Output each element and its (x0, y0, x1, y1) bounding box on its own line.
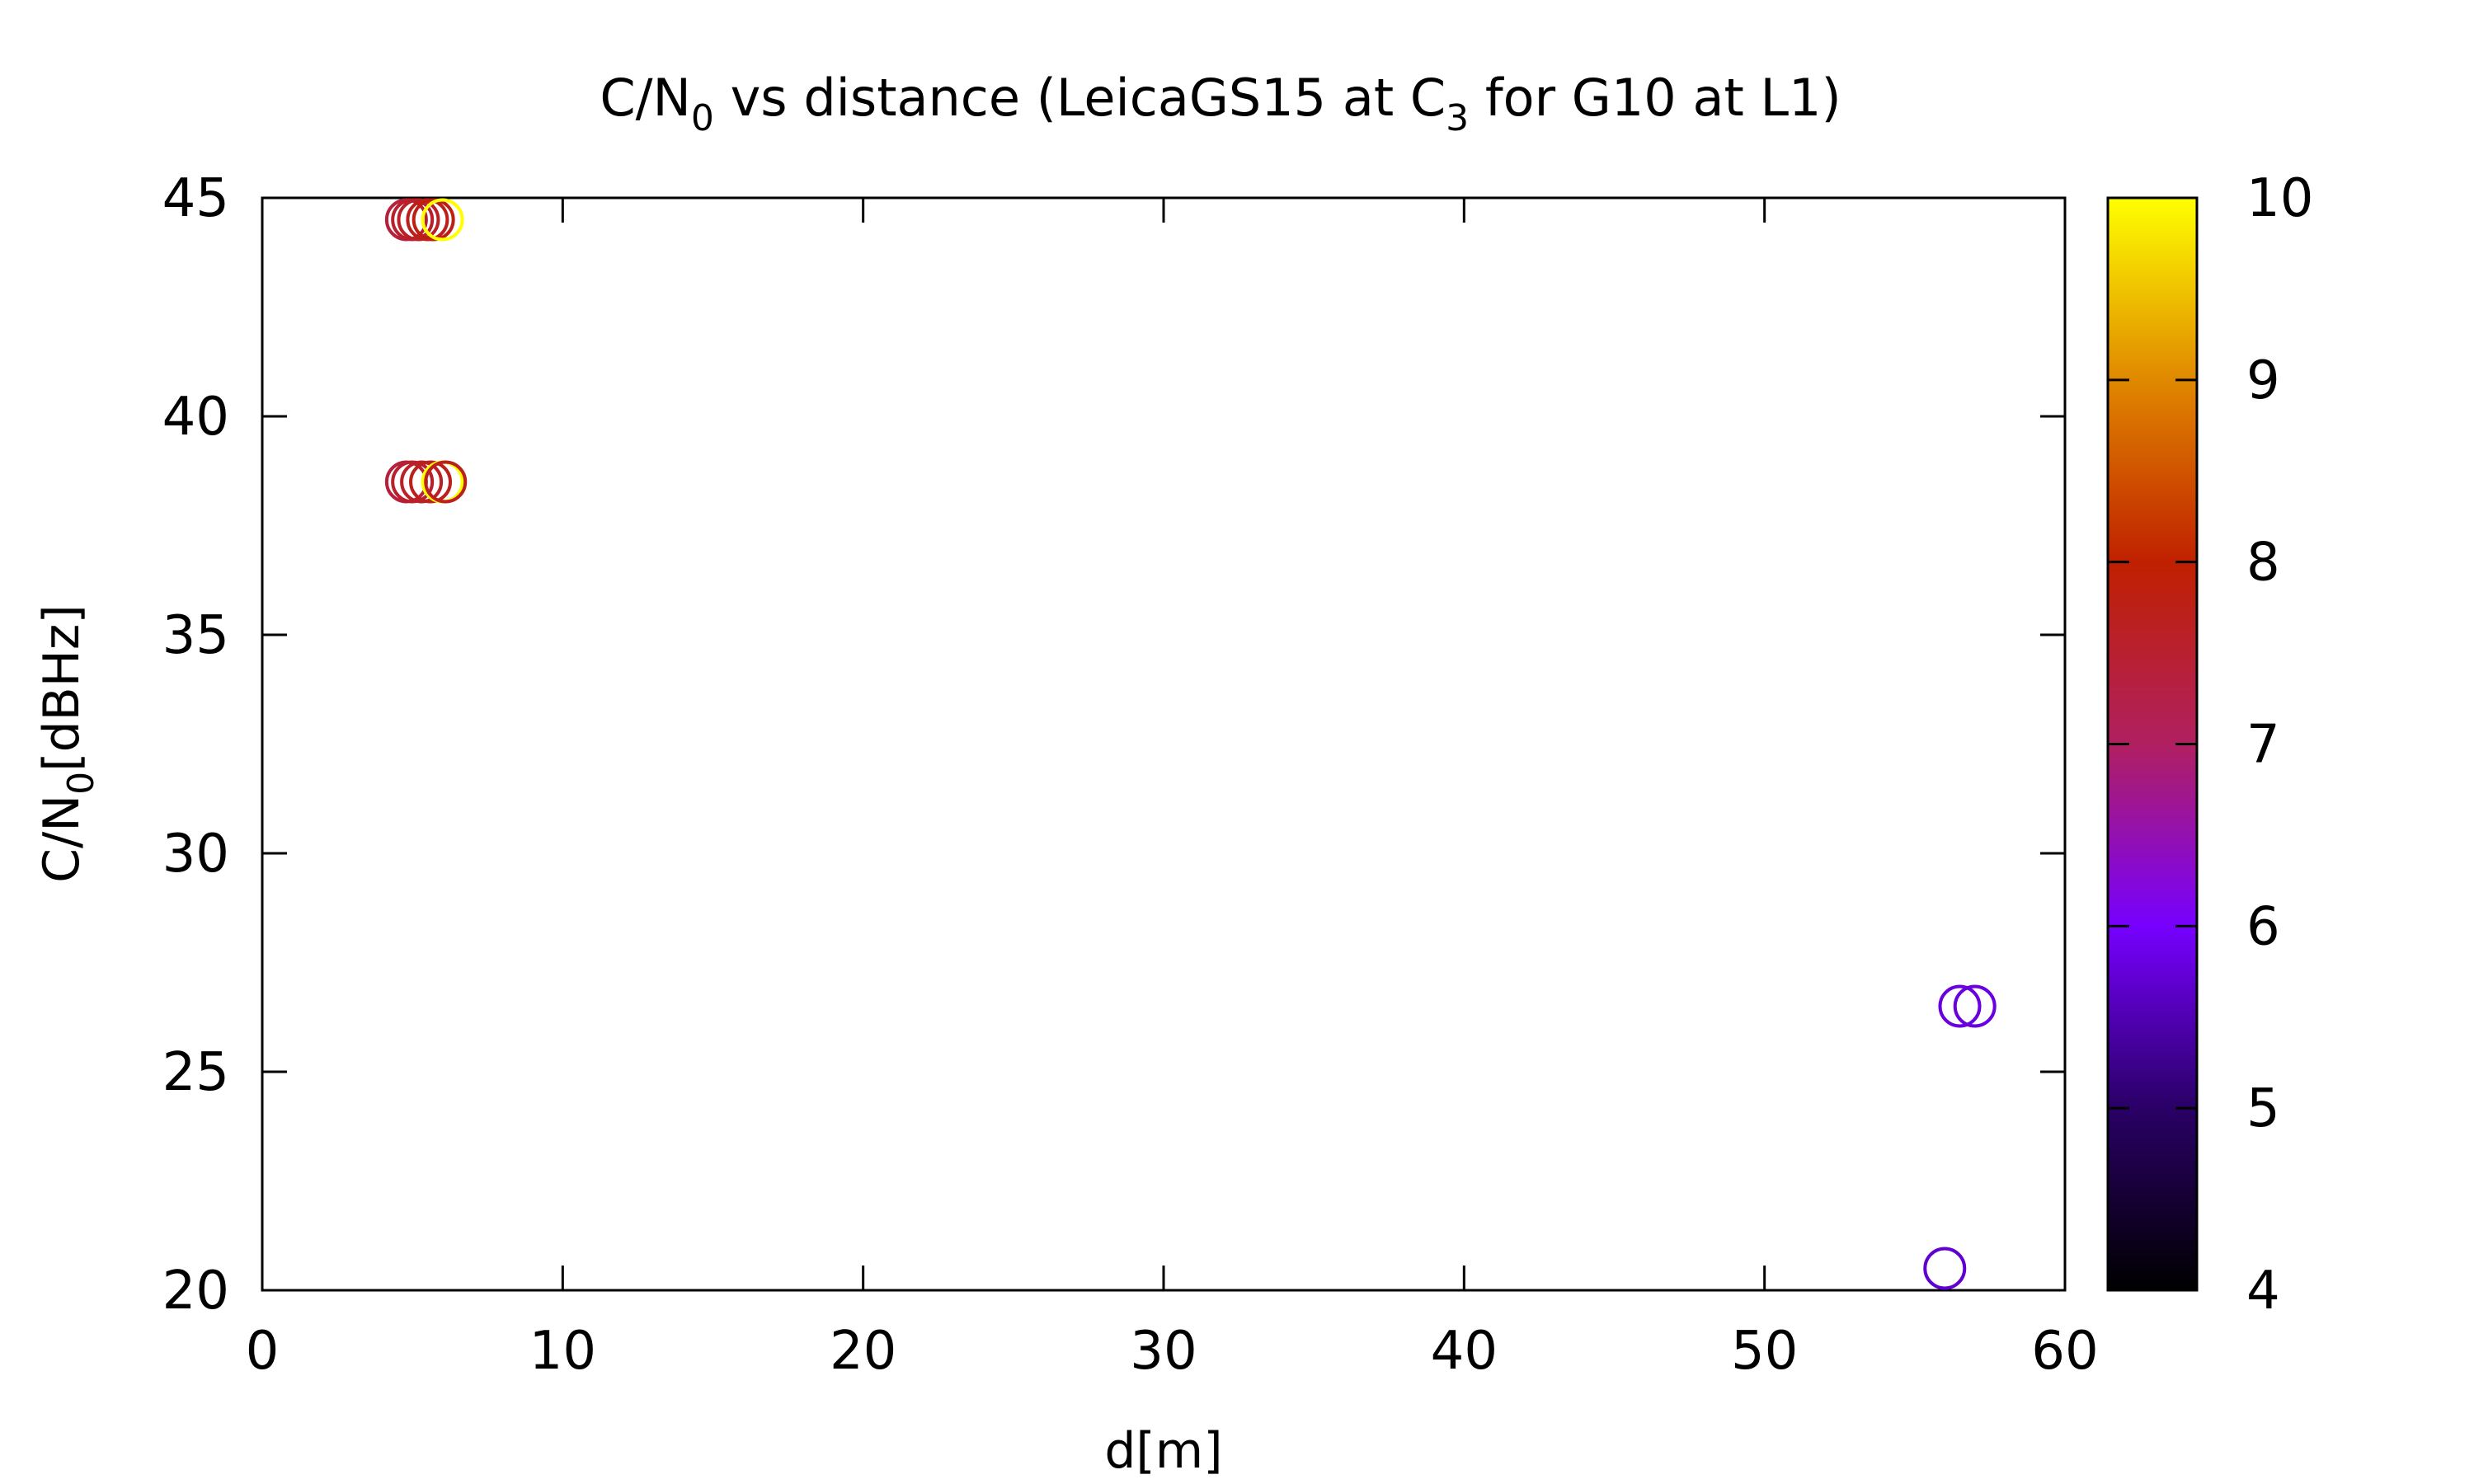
y-label-subscript: 0 (60, 772, 102, 795)
data-point (1938, 984, 1982, 1028)
x-tick-label: 10 (529, 1321, 596, 1382)
colorbar-tick-label: 10 (2246, 168, 2313, 229)
title-part: vs distance (LeicaGS15 at C (714, 68, 1446, 128)
x-tick-label: 0 (246, 1321, 280, 1382)
colorbar-tick-label: 9 (2246, 350, 2280, 411)
y-tick-label: 25 (162, 1042, 229, 1103)
y-tick-label: 35 (162, 605, 229, 666)
data-point (397, 198, 440, 242)
data-point (409, 460, 453, 504)
chart-title: C/N0 vs distance (LeicaGS15 at C3 for G1… (600, 68, 1841, 139)
colorbar-tick-label: 8 (2246, 533, 2280, 594)
title-part: for G10 at L1) (1469, 68, 1841, 128)
data-point (400, 460, 444, 504)
x-tick-label: 30 (1130, 1321, 1197, 1382)
plot-area-frame (261, 196, 2067, 1292)
y-tick-label: 30 (162, 824, 229, 885)
colorbar-tick-label: 4 (2246, 1261, 2280, 1322)
data-points (384, 198, 1997, 1290)
x-axis-ticks: 0 10 20 30 40 50 60 (246, 198, 2099, 1382)
y-tick-label: 45 (162, 168, 229, 229)
colorbar-ticks: 4 5 6 7 8 9 10 (2108, 168, 2313, 1322)
data-point (1953, 984, 1997, 1028)
y-tick-label: 20 (162, 1261, 229, 1322)
colorbar-tick-label: 5 (2246, 1078, 2280, 1139)
x-tick-label: 60 (2031, 1321, 2098, 1382)
y-axis-ticks: 20 25 30 35 40 45 (162, 168, 2065, 1322)
data-point (412, 198, 455, 242)
x-tick-label: 50 (1731, 1321, 1798, 1382)
x-tick-label: 40 (1431, 1321, 1498, 1382)
y-label-part: C/N (33, 795, 91, 883)
x-axis-label: d[m] (1104, 1422, 1222, 1480)
y-axis-label: C/N0[dBHz] (33, 604, 102, 883)
data-point (424, 460, 468, 504)
data-point (1923, 1247, 1967, 1290)
x-tick-label: 20 (830, 1321, 896, 1382)
y-tick-label: 40 (162, 387, 229, 448)
title-subscript: 3 (1446, 97, 1469, 139)
colorbar-tick-label: 6 (2246, 896, 2280, 957)
title-subscript: 0 (691, 97, 714, 139)
y-label-part: [dBHz] (33, 604, 91, 772)
colorbar-tick-label: 7 (2246, 715, 2280, 776)
data-point (391, 460, 435, 504)
data-point (421, 198, 464, 242)
title-part: C/N (600, 68, 691, 128)
